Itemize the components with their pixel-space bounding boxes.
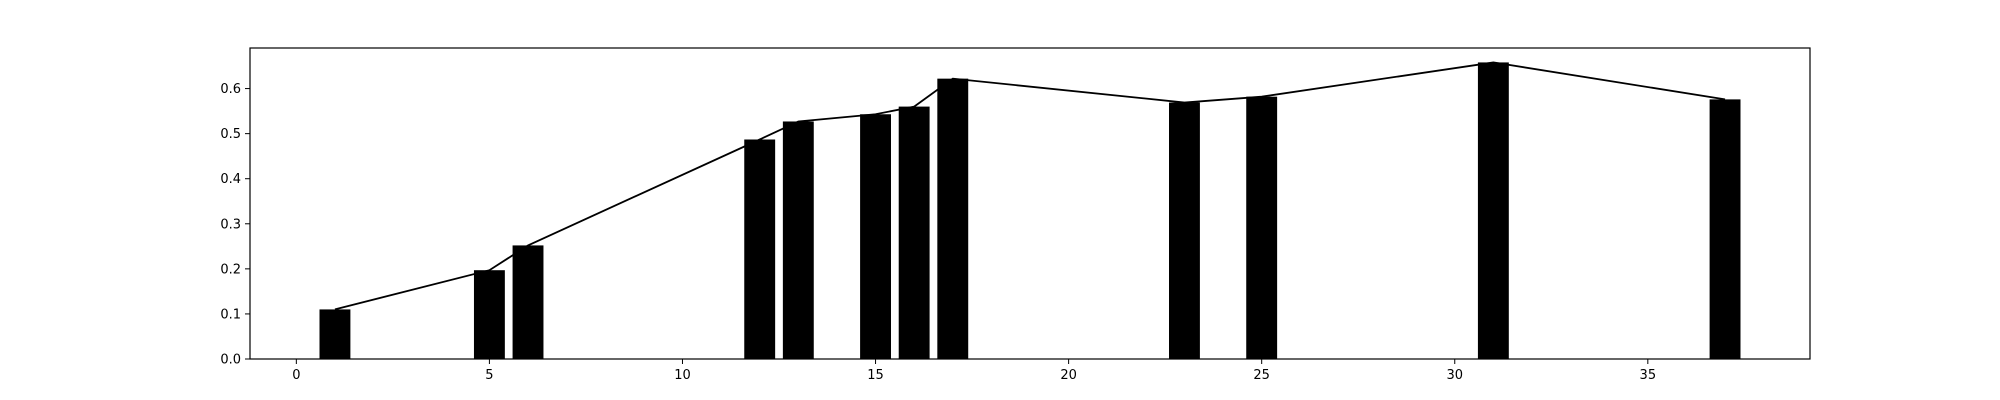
plot-frame bbox=[249, 47, 1811, 360]
bar-1 bbox=[319, 309, 351, 359]
bar-12 bbox=[744, 139, 776, 359]
x-tick-label: 5 bbox=[485, 368, 493, 383]
x-tick-label: 35 bbox=[1640, 368, 1657, 383]
bar-37 bbox=[1709, 99, 1741, 360]
y-tick-label: 0.6 bbox=[220, 82, 241, 97]
x-tick-label: 25 bbox=[1253, 368, 1270, 383]
bar-13 bbox=[782, 121, 814, 360]
line-layer bbox=[334, 61, 1726, 311]
bar-23 bbox=[1169, 102, 1200, 359]
x-tick-label: 15 bbox=[867, 368, 884, 383]
bar-16 bbox=[898, 106, 930, 359]
bar-5 bbox=[473, 270, 505, 359]
x-tick-label: 30 bbox=[1446, 368, 1463, 383]
bar-25 bbox=[1246, 96, 1278, 360]
x-tick-label: 0 bbox=[292, 368, 300, 383]
x-tick-label: 10 bbox=[674, 368, 691, 383]
y-tick-label: 0.2 bbox=[220, 262, 241, 277]
y-tick-label: 0.0 bbox=[220, 353, 241, 368]
series-line bbox=[334, 61, 1726, 311]
x-tick-label: 20 bbox=[1060, 368, 1077, 383]
bar-15 bbox=[860, 114, 891, 359]
bar-6 bbox=[512, 245, 544, 359]
x-axis: 0 5 10 15 20 25 30 35 bbox=[292, 359, 1656, 383]
y-tick-label: 0.4 bbox=[220, 172, 241, 187]
y-tick-label: 0.5 bbox=[220, 127, 241, 142]
bar-31 bbox=[1477, 62, 1509, 359]
y-tick-label: 0.3 bbox=[220, 217, 241, 232]
y-tick-label: 0.1 bbox=[220, 307, 241, 322]
y-axis: 0.0 0.1 0.2 0.3 0.4 0.5 0.6 bbox=[220, 82, 250, 368]
bars-layer bbox=[319, 62, 1741, 360]
bar-17 bbox=[937, 78, 969, 359]
